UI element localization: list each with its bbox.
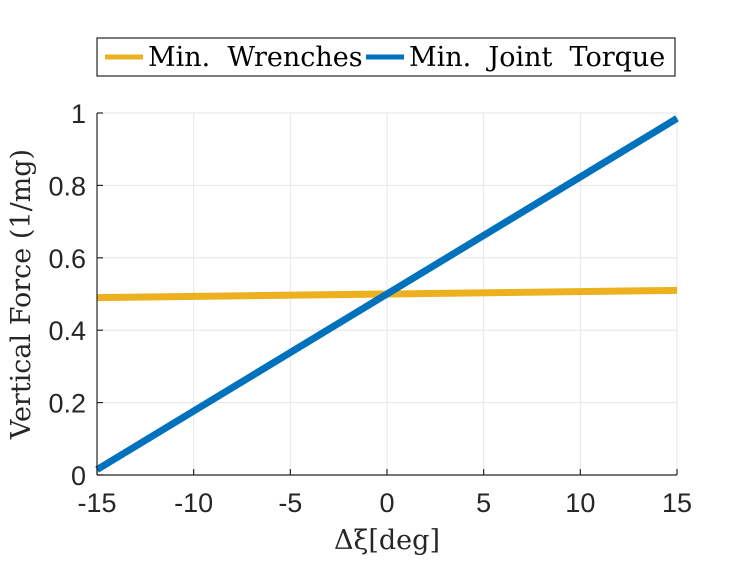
y-tick-labels: 0 0.2 0.4 0.6 0.8 1	[48, 99, 86, 491]
x-tick-label: -10	[174, 488, 213, 518]
x-tick-labels: -15 -10 -5 0 5 10 15	[77, 488, 692, 518]
series-line-joint-torque	[95, 115, 679, 473]
x-tick-label: 0	[379, 488, 394, 518]
series-lines	[95, 115, 679, 473]
y-axis-title: Vertical Force (1/mg)	[6, 149, 37, 440]
y-tick-label: 1	[71, 99, 86, 129]
x-axis-title: Δξ[deg]	[334, 525, 440, 556]
legend-label-wrenches: Min. Wrenches	[148, 42, 363, 73]
legend-label-joint-torque: Min. Joint Torque	[409, 42, 665, 73]
y-tick-label: 0.4	[48, 316, 86, 346]
x-tick-label: -5	[278, 488, 302, 518]
axes	[96, 112, 678, 476]
y-tick-label: 0.6	[48, 244, 86, 274]
x-tick-label: 10	[565, 488, 595, 518]
y-tick-label: 0	[71, 461, 86, 491]
x-tick-label: 15	[662, 488, 692, 518]
y-tick-label: 0.2	[48, 389, 86, 419]
legend: Min. Wrenches Min. Joint Torque	[96, 37, 676, 77]
x-tick-label: 5	[476, 488, 491, 518]
x-tick-label: -15	[77, 488, 116, 518]
y-tick-label: 0.8	[48, 171, 86, 201]
